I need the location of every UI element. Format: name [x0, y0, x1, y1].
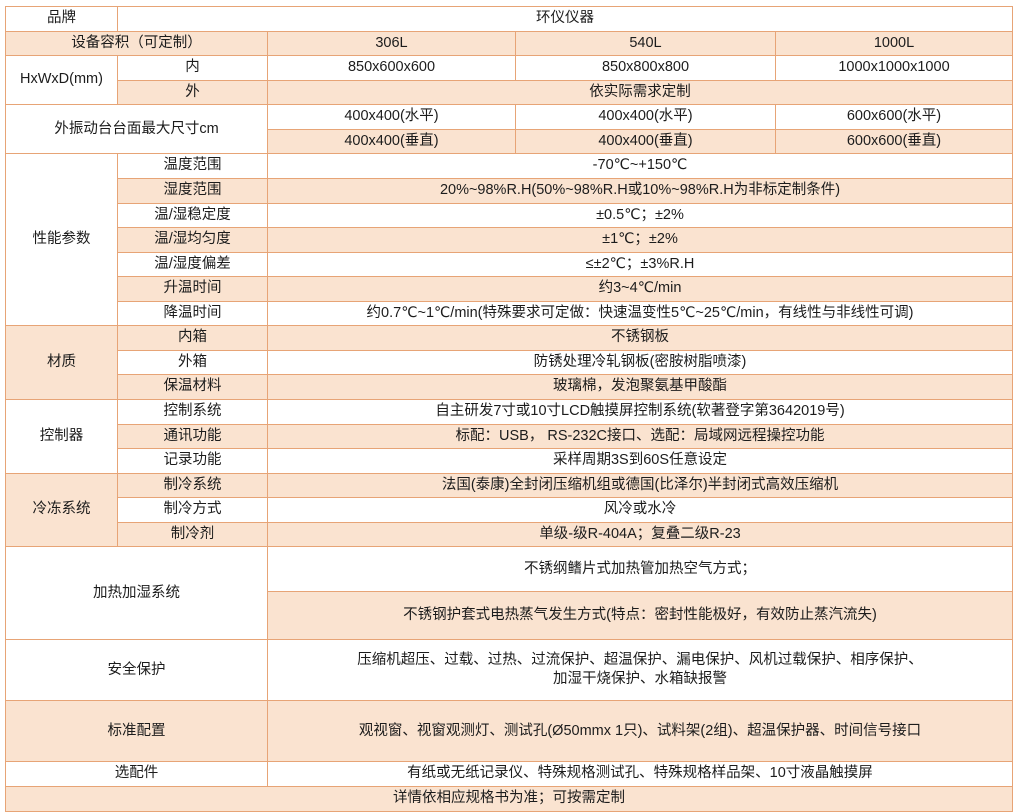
- table-row-humidity-range: 湿度范围 20%~98%R.H(50%~98%R.H或10%~98%R.H为非标…: [6, 177, 1013, 204]
- table-row-heating-humidifying-2: 不锈钢护套式电热蒸气发生方式(特点：密封性能极好，有效防止蒸汽流失): [6, 591, 1013, 641]
- shaker-vertical-306l: 400x400(垂直): [267, 128, 516, 155]
- stability-value: ±0.5℃；±2%: [267, 202, 1013, 229]
- table-row-standard-config: 标准配置 观视窗、视窗观测灯、测试孔(Ø50mmx 1只)、试料架(2组)、超温…: [5, 700, 1013, 763]
- row-sublabel-uniformity: 温/湿均匀度: [117, 227, 268, 253]
- table-row-dimension-outer: 外 依实际需求定制: [6, 79, 1013, 106]
- material-insulation-value: 玻璃棉，发泡聚氨基甲酸酯: [267, 374, 1013, 400]
- row-label-hxwxd: HxWxD(mm): [5, 55, 118, 106]
- row-sublabel-outer: 外: [117, 79, 268, 106]
- table-row-brand: 品牌 环仪仪器: [5, 6, 1013, 32]
- dimension-outer-value: 依实际需求定制: [267, 79, 1013, 106]
- table-row-footer-note: 详情依相应规格书为准；可按需定制: [5, 785, 1013, 812]
- table-row-refrigeration-system: 冷冻系统 制冷系统 法国(泰康)全封闭压缩机组或德国(比泽尔)半封闭式高效压缩机: [5, 472, 1013, 548]
- table-row-shaker-vertical: 400x400(垂直) 400x400(垂直) 600x600(垂直): [6, 128, 1013, 155]
- table-row-capacity: 设备容积（可定制） 306L 540L 1000L: [5, 30, 1013, 57]
- refrigeration-method-value: 风冷或水冷: [267, 497, 1013, 523]
- row-sublabel-inner: 内: [117, 55, 268, 81]
- table-row-uniformity: 温/湿均匀度 ±1℃；±2%: [6, 227, 1013, 253]
- control-system-value: 自主研发7寸或10寸LCD触摸屏控制系统(软著登字第3642019号): [267, 399, 1013, 425]
- shaker-vertical-540l: 400x400(垂直): [515, 128, 776, 155]
- row-sublabel-recording: 记录功能: [117, 448, 268, 474]
- table-row-heating-time: 升温时间 约3~4℃/min: [6, 276, 1013, 302]
- row-label-performance: 性能参数: [5, 153, 118, 327]
- row-sublabel-cooling-time: 降温时间: [117, 300, 268, 327]
- uniformity-value: ±1℃；±2%: [267, 227, 1013, 253]
- temp-range-value: -70℃~+150℃: [267, 153, 1013, 179]
- heating-humidifying-value-1: 不锈纲鳍片式加热管加热空气方式；: [267, 546, 1013, 593]
- table-row-temp-range: 性能参数 温度范围 -70℃~+150℃: [5, 153, 1013, 327]
- humidity-range-value: 20%~98%R.H(50%~98%R.H或10%~98%R.H为非标定制条件): [267, 177, 1013, 204]
- standard-config-value: 观视窗、视窗观测灯、测试孔(Ø50mmx 1只)、试料架(2组)、超温保护器、时…: [267, 700, 1013, 763]
- capacity-1000l: 1000L: [775, 30, 1013, 57]
- heating-humidifying-value-2: 不锈钢护套式电热蒸气发生方式(特点：密封性能极好，有效防止蒸汽流失): [267, 591, 1013, 641]
- row-sublabel-temp-range: 温度范围: [117, 153, 268, 179]
- row-label-brand: 品牌: [5, 6, 118, 32]
- row-sublabel-material-insulation: 保温材料: [117, 374, 268, 400]
- table-row-dimension-inner: HxWxD(mm) 内 850x600x600 850x800x800 1000…: [5, 55, 1013, 106]
- shaker-vertical-1000l: 600x600(垂直): [775, 128, 1013, 155]
- recording-value: 采样周期3S到60S任意设定: [267, 448, 1013, 474]
- table-row-refrigeration-method: 制冷方式 风冷或水冷: [6, 497, 1013, 523]
- shaker-horizontal-306l: 400x400(水平): [267, 104, 516, 130]
- dimension-inner-306l: 850x600x600: [267, 55, 516, 81]
- row-label-shaker: 外振动台台面最大尺寸cm: [5, 104, 268, 155]
- row-label-heating-humidifying: 加热加湿系统: [5, 546, 268, 641]
- specification-table: 品牌 环仪仪器 设备容积（可定制） 306L 540L 1000L HxWxD(…: [5, 6, 1013, 812]
- row-sublabel-humidity-range: 湿度范围: [117, 177, 268, 204]
- row-label-material: 材质: [5, 325, 118, 400]
- row-sublabel-material-outer: 外箱: [117, 349, 268, 376]
- capacity-540l: 540L: [515, 30, 776, 57]
- table-row-optional-parts: 选配件 有纸或无纸记录仪、特殊规格测试孔、特殊规格样品架、10寸液晶触摸屏: [5, 761, 1013, 787]
- communication-value: 标配：USB， RS-232C接口、选配：局域网远程操控功能: [267, 423, 1013, 450]
- row-value-brand: 环仪仪器: [117, 6, 1013, 32]
- optional-parts-value: 有纸或无纸记录仪、特殊规格测试孔、特殊规格样品架、10寸液晶触摸屏: [267, 761, 1013, 787]
- shaker-horizontal-540l: 400x400(水平): [515, 104, 776, 130]
- heating-time-value: 约3~4℃/min: [267, 276, 1013, 302]
- table-row-shaker-horizontal: 外振动台台面最大尺寸cm 400x400(水平) 400x400(水平) 600…: [5, 104, 1013, 155]
- capacity-306l: 306L: [267, 30, 516, 57]
- table-row-refrigerant: 制冷剂 单级-级R-404A；复叠二级R-23: [6, 521, 1013, 548]
- refrigerant-value: 单级-级R-404A；复叠二级R-23: [267, 521, 1013, 548]
- table-row-material-inner: 材质 内箱 不锈钢板: [5, 325, 1013, 400]
- table-row-cooling-time: 降温时间 约0.7℃~1℃/min(特殊要求可定做：快速温变性5℃~25℃/mi…: [6, 300, 1013, 327]
- row-sublabel-deviation: 温/湿度偏差: [117, 251, 268, 278]
- row-label-controller: 控制器: [5, 399, 118, 474]
- row-sublabel-control-system: 控制系统: [117, 399, 268, 425]
- row-sublabel-refrigeration-method: 制冷方式: [117, 497, 268, 523]
- dimension-inner-540l: 850x800x800: [515, 55, 776, 81]
- shaker-horizontal-1000l: 600x600(水平): [775, 104, 1013, 130]
- table-row-safety-protection: 安全保护 压缩机超压、过载、过热、过流保护、超温保护、漏电保护、风机过载保护、相…: [5, 639, 1013, 702]
- row-sublabel-heating-time: 升温时间: [117, 276, 268, 302]
- dimension-inner-1000l: 1000x1000x1000: [775, 55, 1013, 81]
- row-sublabel-refrigerant: 制冷剂: [117, 521, 268, 548]
- row-label-optional-parts: 选配件: [5, 761, 268, 787]
- row-sublabel-communication: 通讯功能: [117, 423, 268, 450]
- row-label-safety-protection: 安全保护: [5, 639, 268, 702]
- refrigeration-system-value: 法国(泰康)全封闭压缩机组或德国(比泽尔)半封闭式高效压缩机: [267, 472, 1013, 499]
- table-row-stability: 温/湿稳定度 ±0.5℃；±2%: [6, 202, 1013, 229]
- table-row-communication: 通讯功能 标配：USB， RS-232C接口、选配：局域网远程操控功能: [6, 423, 1013, 450]
- material-inner-value: 不锈钢板: [267, 325, 1013, 351]
- cooling-time-value: 约0.7℃~1℃/min(特殊要求可定做：快速温变性5℃~25℃/min，有线性…: [267, 300, 1013, 327]
- row-label-capacity: 设备容积（可定制）: [5, 30, 268, 57]
- row-label-refrigeration: 冷冻系统: [5, 472, 118, 548]
- table-row-material-outer: 外箱 防锈处理冷轧钢板(密胺树脂喷漆): [6, 349, 1013, 376]
- row-label-standard-config: 标准配置: [5, 700, 268, 763]
- deviation-value: ≤±2℃；±3%R.H: [267, 251, 1013, 278]
- row-sublabel-material-inner: 内箱: [117, 325, 268, 351]
- footer-note-value: 详情依相应规格书为准；可按需定制: [5, 785, 1013, 812]
- row-sublabel-refrigeration-system: 制冷系统: [117, 472, 268, 499]
- material-outer-value: 防锈处理冷轧钢板(密胺树脂喷漆): [267, 349, 1013, 376]
- table-row-deviation: 温/湿度偏差 ≤±2℃；±3%R.H: [6, 251, 1013, 278]
- table-row-control-system: 控制器 控制系统 自主研发7寸或10寸LCD触摸屏控制系统(软著登字第36420…: [5, 399, 1013, 474]
- safety-protection-value: 压缩机超压、过载、过热、过流保护、超温保护、漏电保护、风机过载保护、相序保护、加…: [267, 639, 1013, 702]
- table-row-heating-humidifying-1: 加热加湿系统 不锈纲鳍片式加热管加热空气方式；: [5, 546, 1013, 641]
- table-row-recording: 记录功能 采样周期3S到60S任意设定: [6, 448, 1013, 474]
- row-sublabel-stability: 温/湿稳定度: [117, 202, 268, 229]
- table-row-material-insulation: 保温材料 玻璃棉，发泡聚氨基甲酸酯: [6, 374, 1013, 400]
